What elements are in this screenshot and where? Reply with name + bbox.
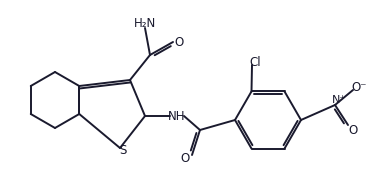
Text: O: O — [349, 123, 357, 137]
Text: O: O — [180, 153, 190, 165]
Text: S: S — [119, 143, 127, 157]
Text: O: O — [174, 36, 184, 48]
Text: Cl: Cl — [249, 56, 261, 68]
Text: H₂N: H₂N — [134, 16, 156, 30]
Text: N⁺: N⁺ — [332, 95, 346, 105]
Text: NH: NH — [168, 110, 186, 122]
Text: O⁻: O⁻ — [351, 80, 367, 94]
